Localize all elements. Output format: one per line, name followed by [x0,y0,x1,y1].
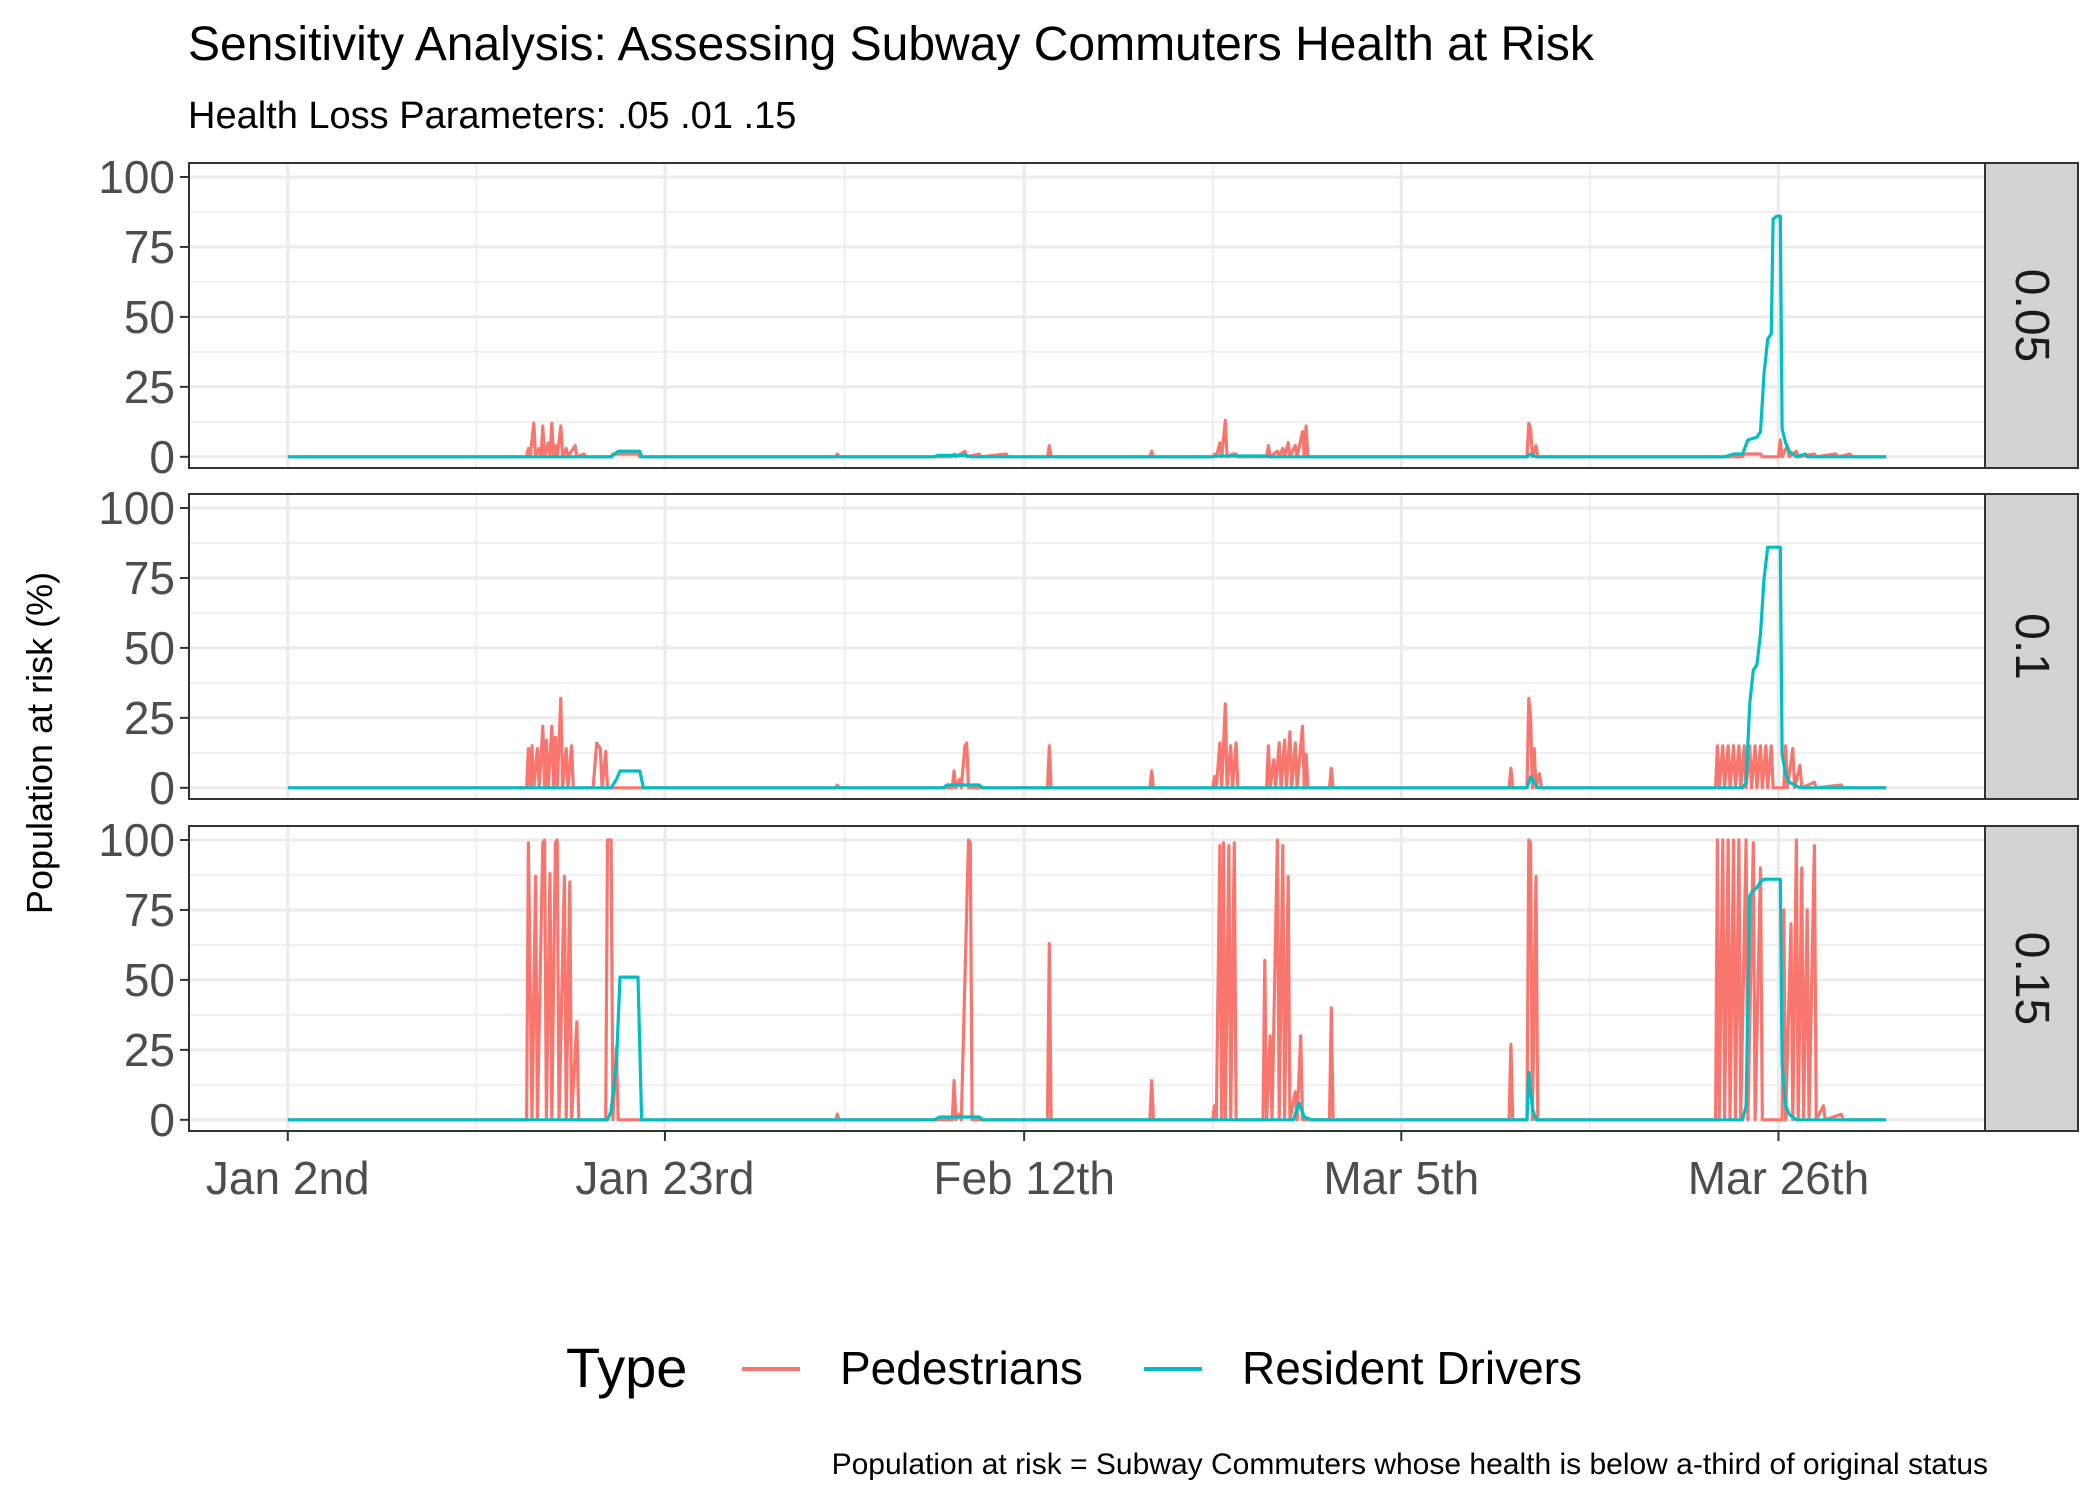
y-tick-label: 75 [124,221,175,273]
series-line-pedestrians [287,418,1887,459]
x-tick-label: Jan 23rd [575,1152,754,1204]
facet-strip [1984,825,2079,1132]
facet-strip-label: 0.05 [2005,269,2058,362]
y-tick-label: 0 [149,1094,175,1146]
panel-series [287,545,1887,790]
facet-panels: 0 25 50 75 100 0.05 0 25 50 75 100 0.1 0 25 50 75 100 0.1… [98,151,2079,1146]
y-tick-label: 0 [149,762,175,814]
y-tick-label: 50 [124,291,175,343]
y-tick-label: 75 [124,552,175,604]
facet-strip [1984,493,2079,800]
series-line-resident-drivers [287,877,1887,1122]
facet-strip [1984,162,2079,469]
y-tick-label: 100 [98,151,175,203]
series-line-pedestrians [287,696,1887,790]
y-tick-label: 0 [149,431,175,483]
panel-series [287,838,1887,1122]
chart-title: Sensitivity Analysis: Assessing Subway C… [188,18,1595,71]
y-axis-title: Population at risk (%) [19,572,60,914]
x-tick-label: Jan 2nd [206,1152,370,1204]
facet-strip-label: 0.1 [2005,613,2058,680]
series-line-resident-drivers [287,214,1887,459]
y-tick-label: 100 [98,482,175,534]
facet-panel-0-15: 0 25 50 75 100 0.15 [98,814,2079,1146]
legend-label-resident-drivers: Resident Drivers [1242,1342,1582,1394]
x-axis: Jan 2nd Jan 23rd Feb 12th Mar 5th Mar 26th [206,1131,1869,1204]
facet-panel-0-1: 0 25 50 75 100 0.1 [98,482,2079,814]
chart-caption: Population at risk = Subway Commuters wh… [832,1448,1988,1481]
y-tick-label: 75 [124,884,175,936]
series-line-resident-drivers [287,545,1887,790]
x-tick-label: Mar 5th [1323,1152,1479,1204]
legend-title: Type [566,1336,687,1399]
facet-panel-0-05: 0 25 50 75 100 0.05 [98,151,2079,483]
y-tick-label: 25 [124,361,175,413]
x-tick-label: Mar 26th [1688,1152,1870,1204]
chart-subtitle: Health Loss Parameters: .05 .01 .15 [188,95,796,137]
y-tick-label: 25 [124,692,175,744]
facet-strip-label: 0.15 [2005,932,2058,1025]
panel-series [287,214,1887,459]
y-tick-label: 50 [124,622,175,674]
x-tick-label: Feb 12th [933,1152,1115,1204]
legend-label-pedestrians: Pedestrians [840,1342,1083,1394]
y-tick-label: 25 [124,1024,175,1076]
y-tick-label: 100 [98,814,175,866]
legend: Type Pedestrians Resident Drivers [566,1336,1582,1399]
y-tick-label: 50 [124,954,175,1006]
